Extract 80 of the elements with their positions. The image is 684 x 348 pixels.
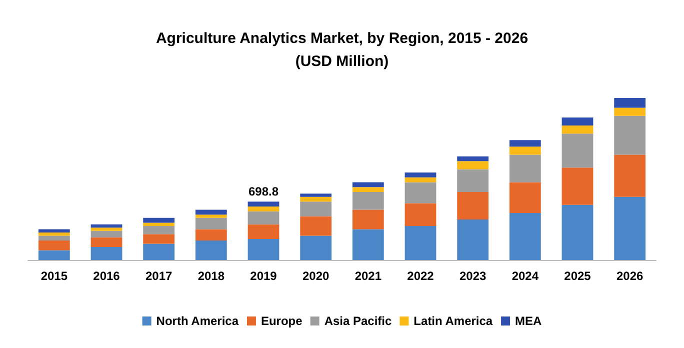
bar [195,210,227,215]
bar [614,196,646,260]
bar [352,229,384,260]
bar [457,156,489,162]
x-tick-label: 2020 [302,269,330,283]
bar [248,211,280,224]
bar [300,236,332,260]
x-tick-label: 2022 [407,269,434,283]
legend-label: North America [156,314,239,328]
bar [457,169,489,192]
bar [509,182,541,214]
bar [195,240,227,260]
bar [614,98,646,108]
bar [248,238,280,260]
bar [90,230,122,238]
bar [195,214,227,218]
x-tick-label: 2017 [145,269,173,283]
bar [614,116,646,155]
x-tick-label: 2023 [459,269,487,283]
x-tick-label: 2018 [198,269,225,283]
bar [509,140,541,147]
bar [90,224,122,228]
x-tick-label: 2025 [564,269,592,283]
bar [143,226,175,234]
bar [404,172,436,178]
bar [457,161,489,170]
bar [300,202,332,216]
bar [90,247,122,260]
bar [509,213,541,260]
bar [404,226,436,260]
bar [195,229,227,241]
bar [457,192,489,220]
bar [457,220,489,260]
bar [248,202,280,207]
chart-subtitle: (USD Million) [295,53,389,70]
bar [509,154,541,182]
bar [352,210,384,230]
bar [143,234,175,244]
bar [562,126,594,134]
bar [38,229,70,232]
bar [38,240,70,250]
bar [248,224,280,239]
bar [300,196,332,202]
legend-label: Europe [260,314,303,328]
bar [614,154,646,197]
x-tick-label: 2026 [616,269,644,283]
x-tick-label: 2015 [40,269,68,283]
bar [90,228,122,231]
bar [248,206,280,212]
bar [352,187,384,192]
x-tick-label: 2021 [354,269,382,283]
bar [562,117,594,126]
bar [300,216,332,236]
legend-label: MEA [515,314,542,328]
bar [38,232,70,236]
x-tick-label: 2016 [93,269,120,283]
bar [614,108,646,116]
legend-label: Latin America [414,314,493,328]
bar [90,237,122,248]
bar [195,218,227,230]
bar [38,236,70,241]
bar [352,192,384,210]
annotation: 698.8 [248,184,279,199]
bar [562,204,594,260]
chart-title: Agriculture Analytics Market, by Region, 2015 - 2026 [156,30,528,47]
x-tick-label: 2019 [250,269,278,283]
bar [404,203,436,226]
x-tick-label: 2024 [512,269,539,283]
bar [143,218,175,223]
bar [404,177,436,182]
bar [143,244,175,260]
bar [509,146,541,155]
bar [352,182,384,188]
bar [143,222,175,226]
bar [562,168,594,205]
bar [562,134,594,168]
bar [404,182,436,204]
bar [300,194,332,197]
legend-label: Asia Pacific [324,314,392,328]
bar [38,250,70,260]
